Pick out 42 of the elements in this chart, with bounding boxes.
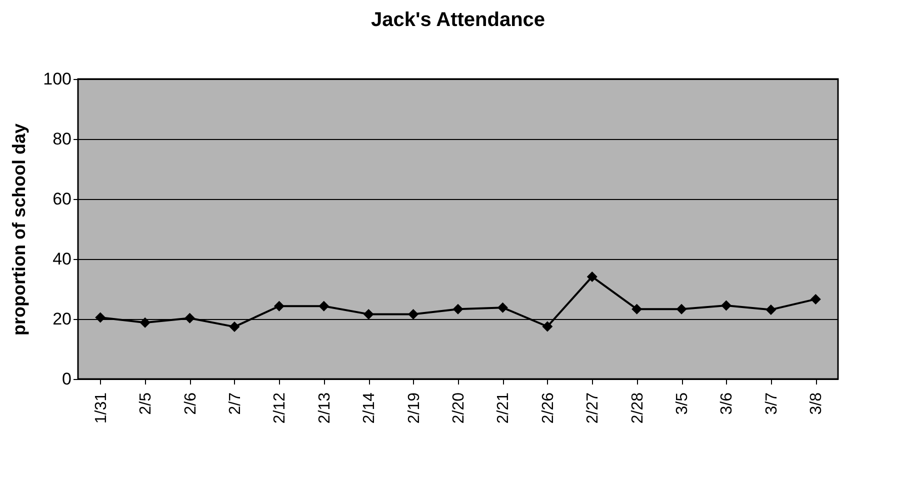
x-tick-label: 2/6	[182, 392, 200, 415]
y-tick-label: 40	[52, 250, 72, 268]
x-tick-label: 2/7	[226, 392, 244, 415]
point	[542, 321, 553, 332]
point	[363, 308, 374, 320]
y-tick-label: 60	[52, 190, 72, 208]
x-tick-label: 1/31	[92, 392, 110, 424]
x-tick-label: 3/8	[808, 392, 826, 415]
x-tick-label: 2/19	[406, 392, 423, 424]
point	[676, 304, 687, 314]
x-tick-label: 3/5	[674, 392, 692, 415]
x-tick-label: 2/5	[138, 392, 155, 415]
point	[184, 312, 196, 324]
y-tick-label: 0	[62, 370, 72, 388]
point	[274, 300, 284, 312]
point	[586, 271, 598, 282]
x-tick-label: 2/27	[584, 392, 602, 424]
x-tick-label: 2/12	[272, 392, 289, 424]
point	[497, 302, 508, 313]
point	[452, 304, 464, 314]
y-axis-title: proportion of school day	[9, 124, 30, 336]
x-tick-label: 3/7	[763, 392, 780, 415]
point	[408, 308, 419, 320]
point	[720, 300, 732, 311]
y-tick-label: 80	[52, 130, 72, 148]
x-tick-label: 2/20	[450, 392, 468, 424]
point	[766, 304, 776, 315]
y-tick-label: 100	[43, 70, 72, 88]
x-tick-label: 2/13	[316, 392, 334, 424]
x-tick-label: 2/26	[540, 392, 557, 424]
y-tick-label: 20	[52, 310, 72, 328]
point	[810, 294, 821, 304]
point	[95, 312, 106, 323]
point	[318, 300, 330, 312]
x-tick-label: 3/6	[718, 392, 736, 415]
point	[632, 304, 642, 314]
chart-title: Jack's Attendance	[370, 9, 546, 31]
point	[140, 317, 150, 328]
x-tick-label: 2/28	[629, 392, 646, 424]
x-tick-label: 2/14	[361, 392, 378, 424]
x-tick-label: 2/21	[495, 392, 512, 424]
point	[229, 322, 240, 332]
